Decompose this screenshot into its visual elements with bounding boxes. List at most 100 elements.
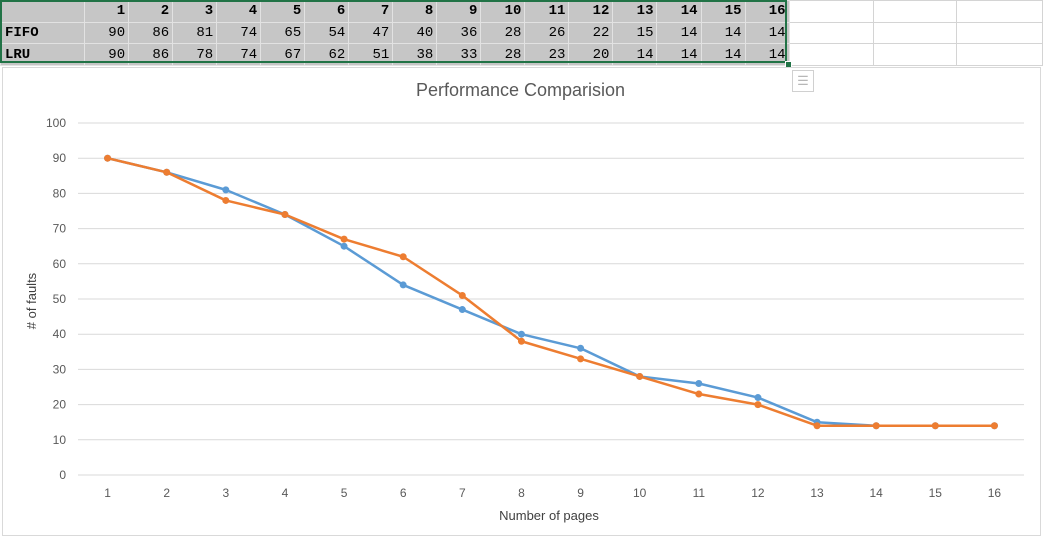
- value-cell[interactable]: 14: [612, 43, 658, 66]
- value-cell[interactable]: 20: [568, 43, 614, 66]
- chart-format-icon: ☰: [797, 73, 809, 88]
- header-cell[interactable]: 5: [260, 0, 306, 23]
- value-cell[interactable]: 14: [744, 43, 790, 66]
- value-cell[interactable]: 15: [612, 21, 658, 45]
- y-tick-label: 10: [53, 433, 67, 447]
- y-tick-label: 50: [53, 292, 67, 306]
- empty-cell[interactable]: [872, 21, 957, 45]
- y-axis-title: # of faults: [24, 272, 39, 329]
- value-cell[interactable]: 22: [568, 21, 614, 45]
- x-tick-label: 9: [577, 486, 584, 500]
- value-cell[interactable]: 40: [392, 21, 438, 45]
- empty-cell[interactable]: [872, 43, 957, 66]
- header-cell[interactable]: 16: [744, 0, 790, 23]
- series-line-0[interactable]: [106, 156, 996, 427]
- data-point[interactable]: [931, 422, 939, 430]
- value-cell[interactable]: 23: [524, 43, 570, 66]
- header-cell[interactable]: 6: [304, 0, 350, 23]
- header-cell[interactable]: 8: [392, 0, 438, 23]
- value-cell[interactable]: 65: [260, 21, 306, 45]
- value-cell[interactable]: 14: [744, 21, 790, 45]
- spreadsheet-grid[interactable]: 1 2 3 4 5 6 7 8 9 10 11 12 13 14 15 16 F…: [0, 0, 1043, 66]
- chart-area[interactable]: Performance Comparision 0 10 20 30 40 50 60 70 8…: [2, 67, 1041, 536]
- data-point[interactable]: [813, 422, 821, 430]
- header-cell[interactable]: 15: [700, 0, 746, 23]
- data-point[interactable]: [695, 390, 703, 398]
- value-cell[interactable]: 14: [700, 43, 746, 66]
- header-cell[interactable]: 2: [128, 0, 174, 23]
- data-point[interactable]: [222, 186, 230, 194]
- data-point[interactable]: [695, 379, 703, 387]
- y-tick-label: 60: [53, 257, 67, 271]
- value-cell[interactable]: 14: [700, 21, 746, 45]
- value-cell[interactable]: 54: [304, 21, 350, 45]
- empty-cell[interactable]: [788, 21, 874, 45]
- data-point[interactable]: [458, 291, 466, 299]
- value-cell[interactable]: 51: [348, 43, 394, 66]
- chart-format-button[interactable]: ☰: [792, 70, 814, 92]
- value-cell[interactable]: 90: [84, 21, 130, 45]
- data-point[interactable]: [281, 211, 289, 219]
- header-cell[interactable]: 1: [84, 0, 130, 23]
- value-cell[interactable]: 28: [480, 21, 526, 45]
- data-point[interactable]: [990, 422, 998, 430]
- data-point[interactable]: [754, 394, 762, 402]
- y-tick-label: 100: [46, 116, 66, 130]
- header-cell[interactable]: 7: [348, 0, 394, 23]
- value-cell[interactable]: 47: [348, 21, 394, 45]
- data-point[interactable]: [104, 154, 112, 162]
- value-cell[interactable]: 90: [84, 43, 130, 66]
- data-point[interactable]: [340, 235, 348, 243]
- row-label-cell[interactable]: LRU: [0, 43, 86, 66]
- value-cell[interactable]: 81: [172, 21, 218, 45]
- value-cell[interactable]: 78: [172, 43, 218, 66]
- value-cell[interactable]: 36: [436, 21, 482, 45]
- data-point[interactable]: [399, 253, 407, 261]
- value-cell[interactable]: 26: [524, 21, 570, 45]
- data-point[interactable]: [517, 337, 525, 345]
- header-cell[interactable]: 11: [524, 0, 570, 23]
- data-point[interactable]: [340, 242, 348, 250]
- value-cell[interactable]: 67: [260, 43, 306, 66]
- x-tick-label: 6: [400, 486, 407, 500]
- header-cell[interactable]: 4: [216, 0, 262, 23]
- header-cell[interactable]: 14: [656, 0, 702, 23]
- empty-cell[interactable]: [788, 0, 874, 23]
- sheet-row-lru: LRU 90 86 78 74 67 62 51 38 33 28 23 20 …: [0, 43, 1043, 66]
- header-cell[interactable]: 9: [436, 0, 482, 23]
- row-label-cell[interactable]: FIFO: [0, 21, 86, 45]
- value-cell[interactable]: 14: [656, 21, 702, 45]
- empty-cell[interactable]: [955, 43, 1043, 66]
- empty-cell[interactable]: [788, 43, 874, 66]
- header-empty-cell[interactable]: [0, 0, 86, 23]
- data-point[interactable]: [517, 330, 525, 338]
- value-cell[interactable]: 86: [128, 21, 174, 45]
- data-point[interactable]: [399, 281, 407, 289]
- data-point[interactable]: [222, 196, 230, 204]
- data-point[interactable]: [163, 168, 171, 176]
- data-point[interactable]: [458, 306, 466, 314]
- value-cell[interactable]: 74: [216, 43, 262, 66]
- value-cell[interactable]: 62: [304, 43, 350, 66]
- value-cell[interactable]: 86: [128, 43, 174, 66]
- empty-cell[interactable]: [955, 0, 1043, 23]
- header-cell[interactable]: 13: [612, 0, 658, 23]
- header-cell[interactable]: 12: [568, 0, 614, 23]
- x-tick-label: 8: [518, 486, 525, 500]
- value-cell[interactable]: 28: [480, 43, 526, 66]
- data-point[interactable]: [577, 344, 585, 352]
- value-cell[interactable]: 74: [216, 21, 262, 45]
- value-cell[interactable]: 38: [392, 43, 438, 66]
- data-point[interactable]: [636, 372, 644, 380]
- data-point[interactable]: [577, 355, 585, 363]
- header-cell[interactable]: 10: [480, 0, 526, 23]
- empty-cell[interactable]: [955, 21, 1043, 45]
- header-cell[interactable]: 3: [172, 0, 218, 23]
- data-point[interactable]: [872, 422, 880, 430]
- data-point[interactable]: [754, 401, 762, 409]
- value-cell[interactable]: 33: [436, 43, 482, 66]
- empty-cell[interactable]: [872, 0, 957, 23]
- chart-title: Performance Comparision: [415, 80, 626, 100]
- value-cell[interactable]: 14: [656, 43, 702, 66]
- series-line-1[interactable]: [106, 156, 996, 427]
